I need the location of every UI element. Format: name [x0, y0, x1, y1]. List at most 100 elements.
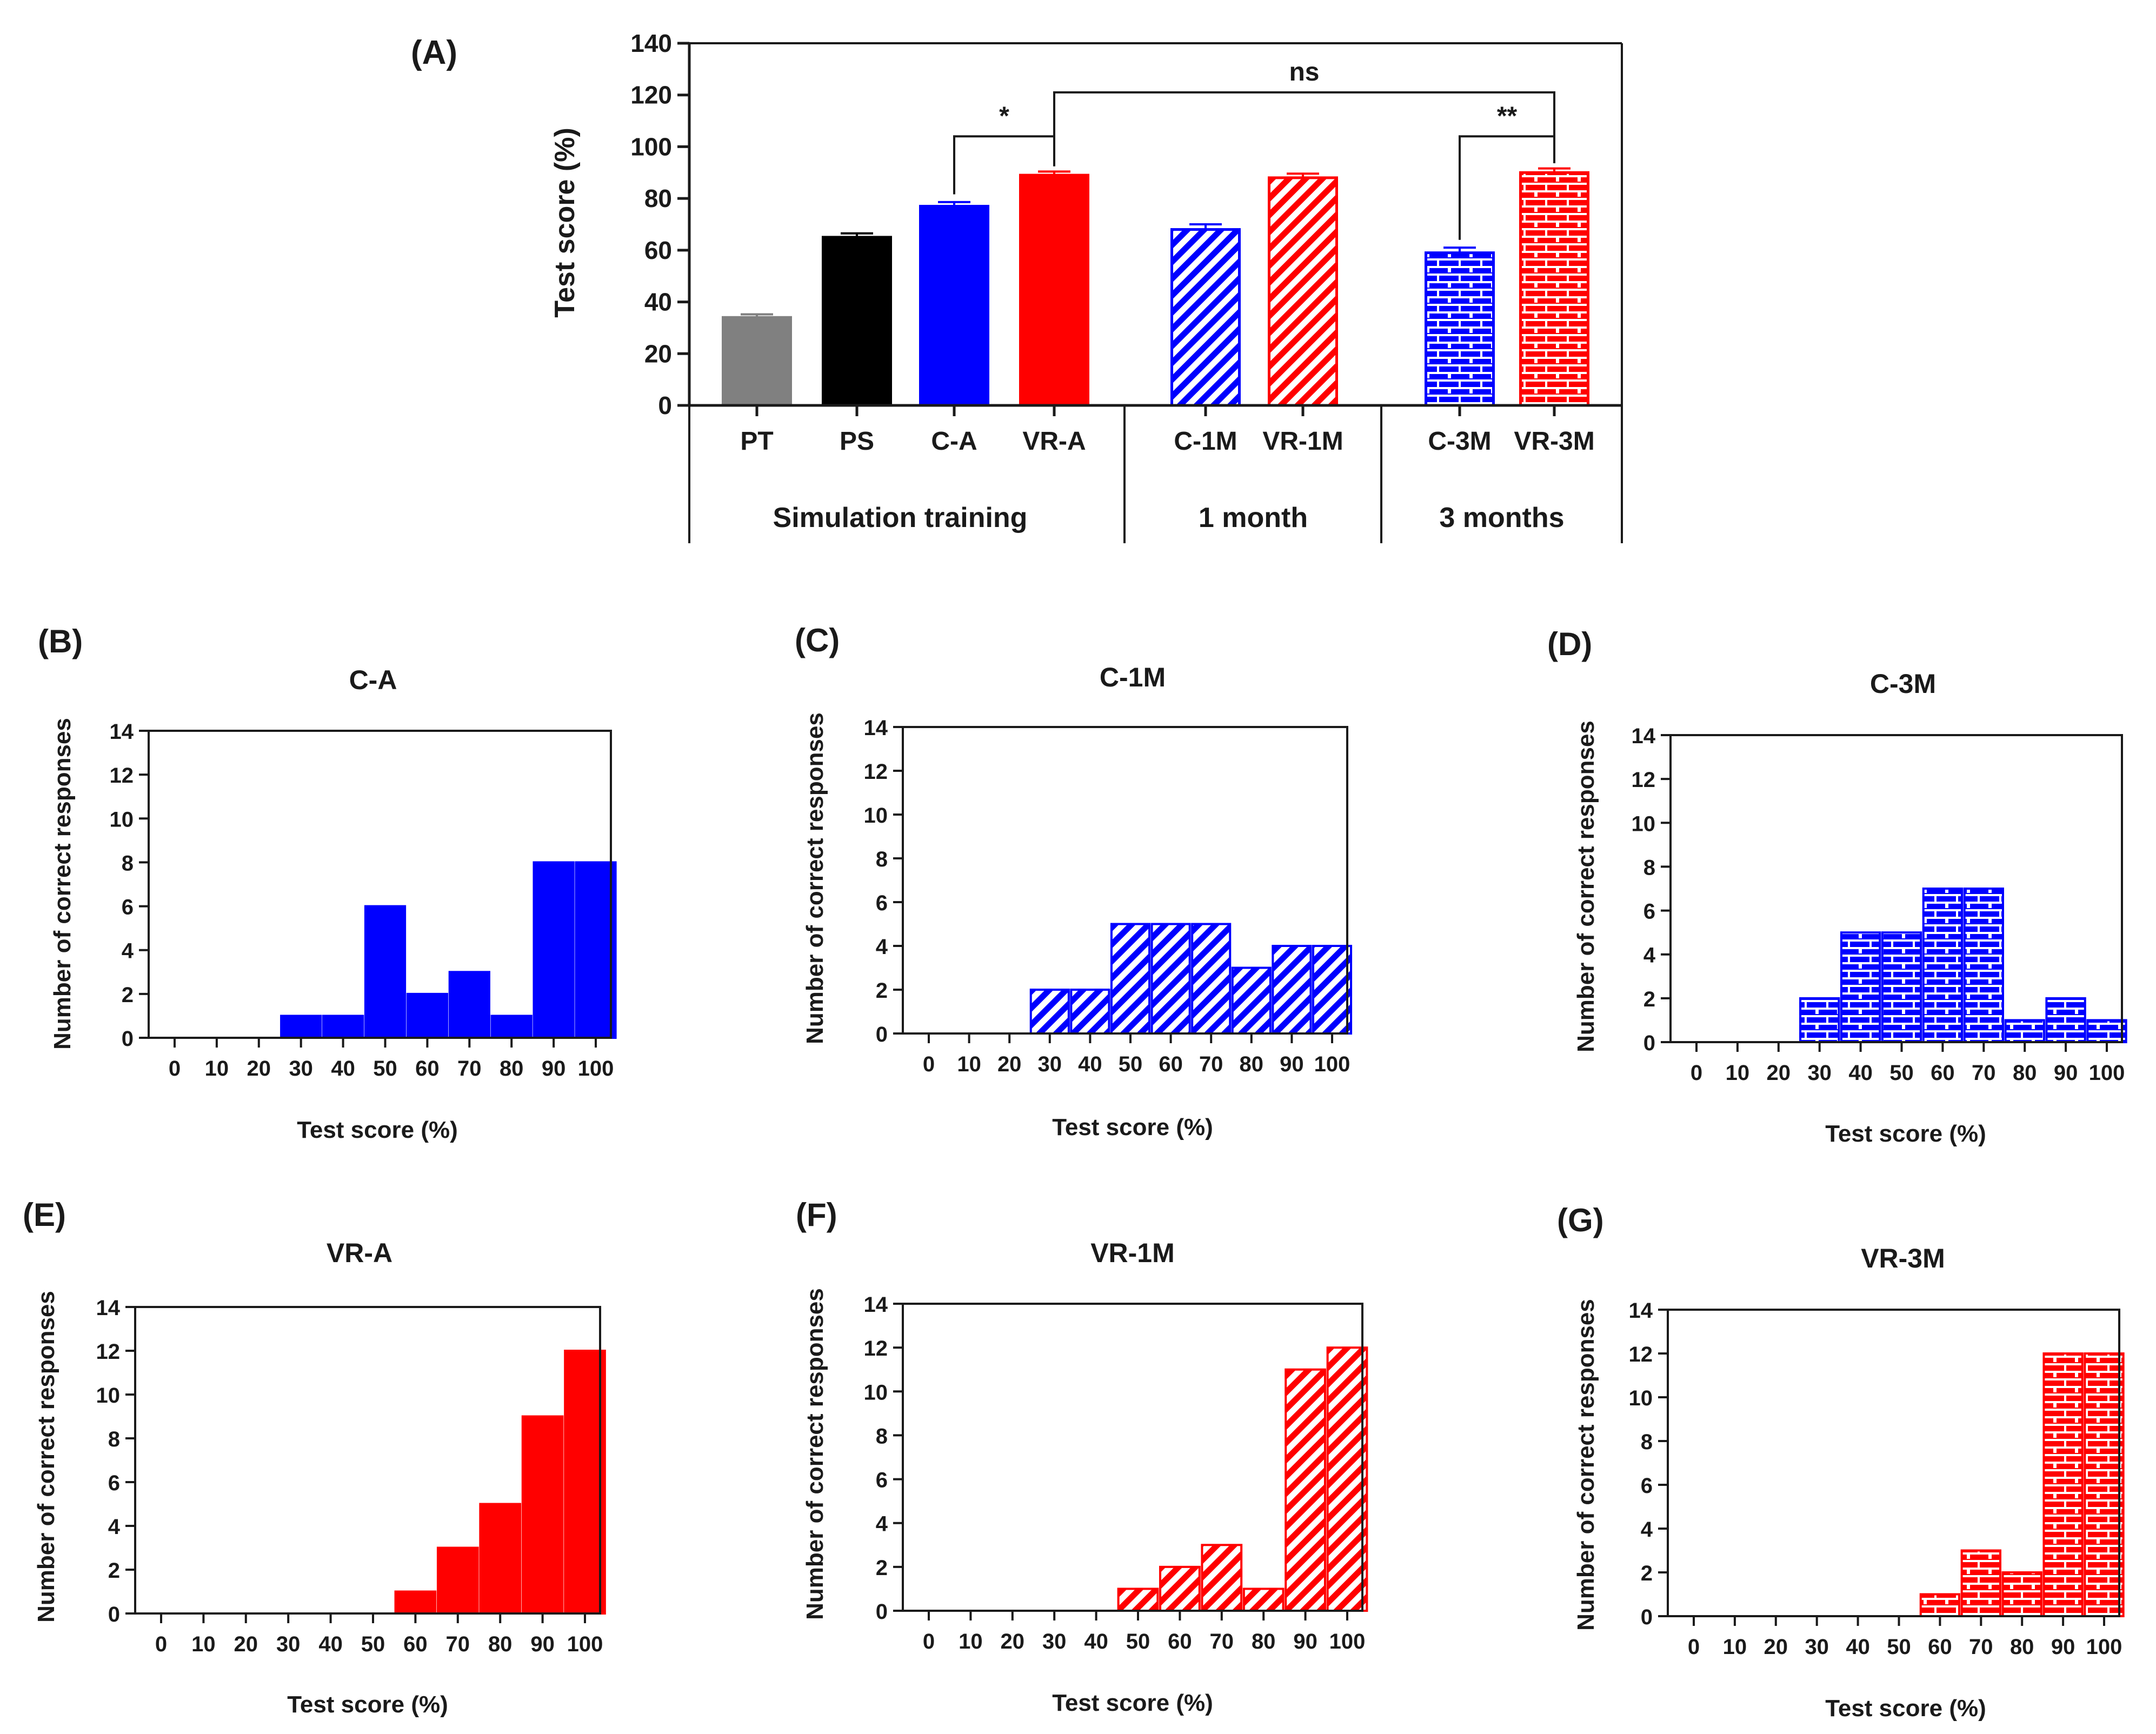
- panel-g-bar: [2042, 1352, 2084, 1617]
- panel-e-xtick-label: 0: [155, 1632, 167, 1656]
- panel-a-group-label: 1 month: [1199, 502, 1308, 533]
- panel-c-bar: [1231, 966, 1272, 1035]
- panel-c-xlabel: Test score (%): [1052, 1114, 1213, 1141]
- panel-d-xtick-label: 50: [1889, 1061, 1914, 1085]
- panel-d-bar: [1799, 997, 1840, 1044]
- panel-b-xtick-label: 80: [500, 1057, 524, 1081]
- panel-a-bar: [919, 205, 989, 407]
- panel-g-plot-frame: [1667, 1309, 2120, 1617]
- panel-a: (A) Test score (%) 0 20 40 60 80 100 120 140 PT P…: [411, 29, 1623, 543]
- panel-e-ytick-label: 12: [96, 1340, 121, 1364]
- panel-b-ytick-label: 14: [110, 720, 134, 744]
- panel-c-title: C-1M: [1100, 662, 1166, 692]
- panel-e-bar: [521, 1415, 564, 1615]
- panel-a-ytick-label: 40: [644, 288, 672, 316]
- panel-a-ytick-label: 20: [644, 339, 672, 368]
- panel-b-xtick-label: 60: [415, 1057, 440, 1081]
- panel-g-xtick-label: 0: [1688, 1635, 1700, 1659]
- panel-a-ytick-label: 100: [630, 132, 672, 161]
- panel-g-ytick-label: 6: [1641, 1474, 1653, 1498]
- panel-e-ytick-label: 14: [96, 1296, 121, 1320]
- panel-a-significance-label: *: [999, 102, 1009, 130]
- panel-e-xtick-label: 30: [276, 1632, 301, 1656]
- panel-c-xtick-label: 40: [1078, 1052, 1102, 1076]
- panel-g-bar: [1919, 1593, 1961, 1617]
- panel-c-ytick-label: 14: [864, 716, 888, 740]
- panel-g-xtick-label: 100: [2086, 1635, 2122, 1659]
- panel-a-bar: [1425, 251, 1495, 407]
- panel-c-xtick-label: 30: [1038, 1052, 1062, 1076]
- panel-c-ytick-label: 8: [876, 848, 888, 871]
- panel-g-xlabel: Test score (%): [1825, 1695, 1986, 1722]
- panel-c-xtick-label: 100: [1314, 1052, 1350, 1076]
- panel-f-ytick-label: 0: [876, 1600, 888, 1624]
- panel-f-ytick-label: 12: [864, 1337, 888, 1360]
- panel-a-category-label: PT: [740, 427, 773, 456]
- panel-b-xtick-label: 50: [373, 1057, 397, 1081]
- panel-f-ytick-label: 4: [876, 1512, 888, 1536]
- panel-b-ytick-label: 12: [110, 764, 134, 788]
- panel-c-xtick-label: 0: [923, 1052, 935, 1076]
- panel-g-xtick-label: 90: [2051, 1635, 2075, 1659]
- panel-f-title: VR-1M: [1090, 1238, 1175, 1268]
- panel-d-xtick-label: 70: [1972, 1061, 1996, 1085]
- panel-f-plot-frame: [902, 1303, 1363, 1612]
- panel-c-bar: [1070, 989, 1110, 1035]
- panel-c-bar: [1110, 923, 1151, 1035]
- panel-g-ytick-label: 8: [1641, 1430, 1653, 1454]
- panel-e-ylabel: Number of correct responses: [33, 1291, 59, 1623]
- panel-e-xtick-label: 20: [234, 1632, 258, 1656]
- panel-e-xlabel: Test score (%): [287, 1691, 448, 1718]
- panel-d-ytick-label: 8: [1643, 856, 1655, 879]
- panel-d-xtick-label: 10: [1726, 1061, 1750, 1085]
- panel-b-ytick-label: 4: [122, 939, 134, 963]
- panel-f-xtick-label: 0: [923, 1630, 935, 1653]
- panel-c-bar: [1191, 923, 1232, 1035]
- panel-g-xtick-label: 70: [1969, 1635, 1993, 1659]
- panel-c-ytick-label: 2: [876, 979, 888, 1003]
- panel-b-plot-frame: [148, 730, 612, 1039]
- panel-e: (E) VR-A Test score (%) Number of correc…: [23, 1197, 606, 1718]
- panel-d-xtick-label: 80: [2013, 1061, 2037, 1085]
- panel-b-xtick-label: 30: [289, 1057, 313, 1081]
- panel-f-bar: [1242, 1588, 1285, 1612]
- panel-b-bar: [448, 971, 490, 1039]
- panel-f-xtick-label: 50: [1126, 1630, 1150, 1653]
- panel-e-bar: [564, 1350, 606, 1615]
- panel-f-xtick-label: 30: [1042, 1630, 1067, 1653]
- panel-a-significance-label: ns: [1289, 58, 1319, 86]
- panel-a-category-label: PS: [840, 427, 874, 456]
- panel-c-label: (C): [795, 622, 840, 658]
- panel-a-bar: [1268, 176, 1338, 407]
- panel-d-xlabel: Test score (%): [1825, 1121, 1986, 1147]
- panel-c-bar: [1272, 945, 1312, 1035]
- panel-a-ytick-label: 120: [630, 81, 672, 109]
- panel-a-ylabel: Test score (%): [549, 128, 581, 318]
- panel-e-ytick-label: 8: [108, 1428, 120, 1451]
- panel-g: (G) VR-3M Test score (%) Number of corre…: [1557, 1202, 2125, 1722]
- panel-a-ytick-label: 0: [658, 391, 672, 419]
- panel-a-bar: [722, 316, 792, 407]
- panel-f-ytick-label: 6: [876, 1469, 888, 1492]
- panel-a-group-label: Simulation training: [773, 502, 1028, 533]
- panel-e-ytick-label: 6: [108, 1471, 120, 1495]
- panel-b-xlabel: Test score (%): [297, 1117, 458, 1143]
- panel-a-ytick-label: 140: [630, 29, 672, 57]
- panel-e-ytick-label: 0: [108, 1603, 120, 1626]
- panel-d-xtick-label: 0: [1691, 1061, 1702, 1085]
- panel-c-bar: [1312, 945, 1353, 1035]
- panel-a-category-label: VR-A: [1022, 427, 1086, 456]
- panel-d-xtick-label: 20: [1767, 1061, 1791, 1085]
- panel-d-ytick-label: 12: [1632, 768, 1656, 792]
- panel-b-ytick-label: 10: [110, 808, 134, 831]
- panel-f-bar: [1285, 1368, 1326, 1612]
- panel-a-significance-label: **: [1497, 102, 1518, 130]
- panel-d-xtick-label: 30: [1807, 1061, 1832, 1085]
- panel-b-xtick-label: 70: [457, 1057, 482, 1081]
- panel-e-xtick-label: 100: [567, 1632, 603, 1656]
- panel-d-title: C-3M: [1870, 669, 1936, 699]
- panel-e-plot-frame: [134, 1306, 601, 1615]
- panel-f-xtick-label: 10: [959, 1630, 983, 1653]
- panel-a-significance-bracket: [1053, 91, 1555, 164]
